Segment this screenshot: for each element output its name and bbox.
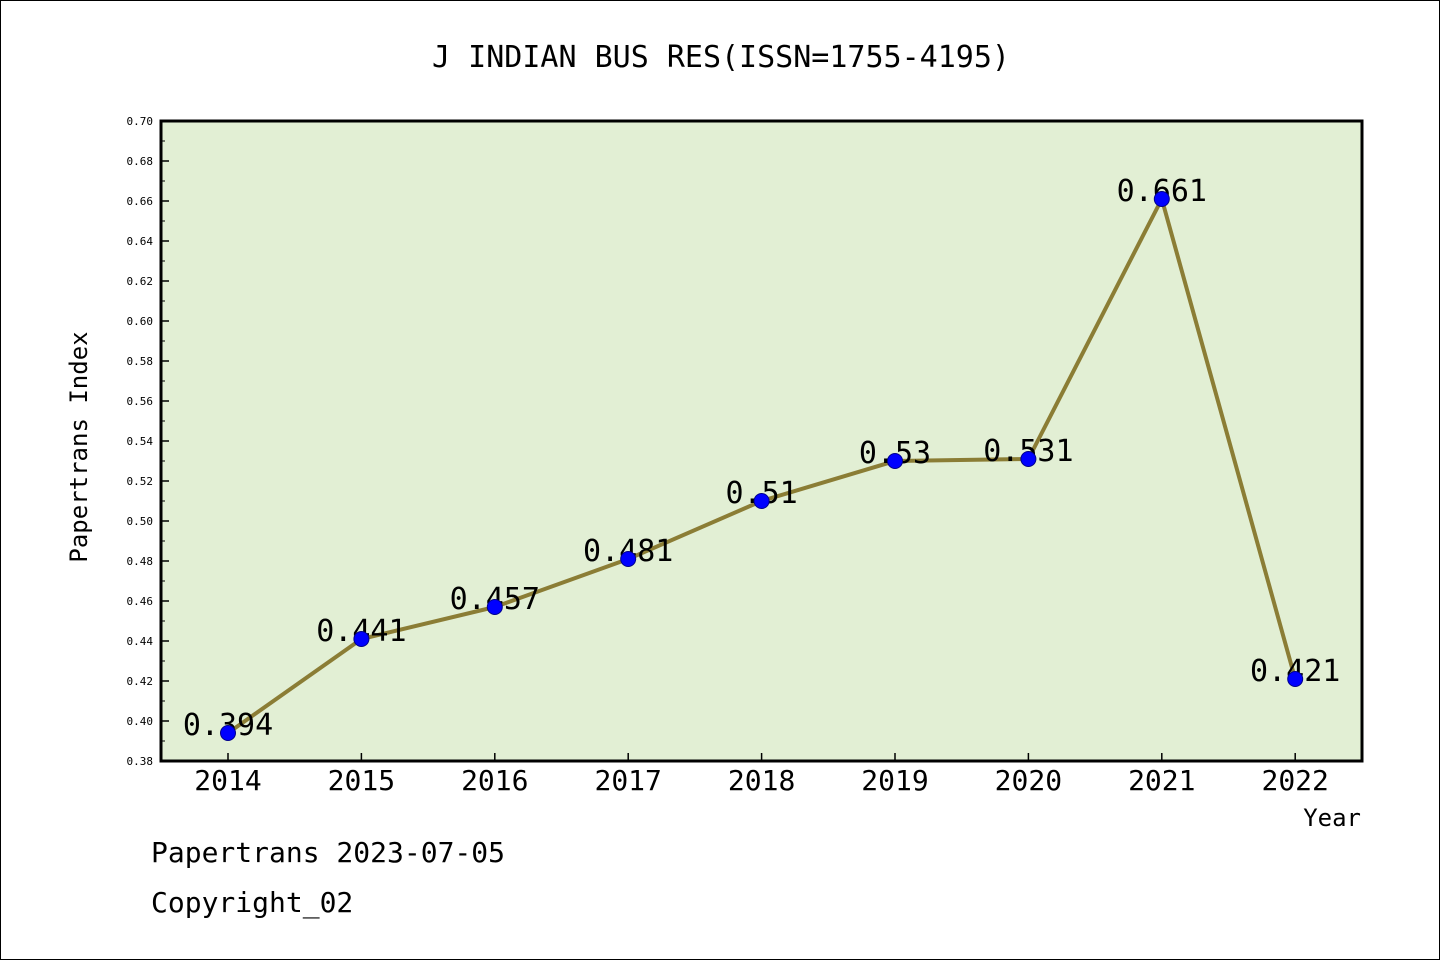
y-tick-label: 0.52 [127,475,154,488]
footer-date: Papertrans 2023-07-05 [151,836,506,869]
data-point [753,493,770,509]
x-tick-label: 2014 [194,764,261,797]
data-point [353,631,370,647]
x-tick-label: 2018 [728,764,795,797]
data-point [1020,451,1037,467]
data-point [486,599,503,615]
plot-area [159,119,1364,763]
y-tick-label: 0.54 [127,435,154,448]
y-tick-label: 0.62 [127,275,154,288]
series-layer: 0.3940.4410.4570.4810.510.530.5310.6610.… [183,174,1341,743]
y-tick-label: 0.48 [127,555,154,568]
y-tick-label: 0.46 [127,595,154,608]
x-tick-label: 2017 [594,764,661,797]
x-tick-label: 2022 [1261,764,1328,797]
y-tick-label: 0.56 [127,395,154,408]
x-tick-label: 2015 [328,764,395,797]
footer-copyright: Copyright_02 [151,886,354,919]
data-point [1287,671,1304,687]
x-tick-label: 2020 [995,764,1062,797]
y-tick-label: 0.44 [127,635,154,648]
data-point [220,725,236,741]
y-tick-label: 0.40 [127,715,154,728]
x-axis-label: Year [1303,804,1361,832]
y-tick-label: 0.64 [127,235,154,248]
y-tick-label: 0.70 [127,115,154,128]
y-axis-ticks: 0.38 0.40 0.42 0.44 0.46 0.48 0.50 0.52 0.54 0.56… [127,115,169,768]
x-tick-label: 2016 [461,764,528,797]
y-tick-label: 0.58 [127,355,154,368]
chart-title: J INDIAN BUS RES(ISSN=1755-4195) [432,40,1010,75]
y-tick-label: 0.60 [127,315,154,328]
x-tick-label: 2019 [861,764,928,797]
x-tick-label: 2021 [1128,764,1195,797]
data-point [620,551,637,567]
y-tick-label: 0.42 [127,675,154,688]
y-tick-label: 0.66 [127,195,154,208]
y-tick-label: 0.68 [127,155,154,168]
y-tick-label: 0.38 [127,755,154,768]
data-point [887,453,903,469]
y-tick-label: 0.50 [127,515,154,528]
x-axis-ticks: 2014 2015 2016 2017 2018 2019 2020 2021 2022 [194,753,1329,797]
data-point [1153,191,1170,207]
y-axis-label: Papertrans Index [65,331,93,562]
